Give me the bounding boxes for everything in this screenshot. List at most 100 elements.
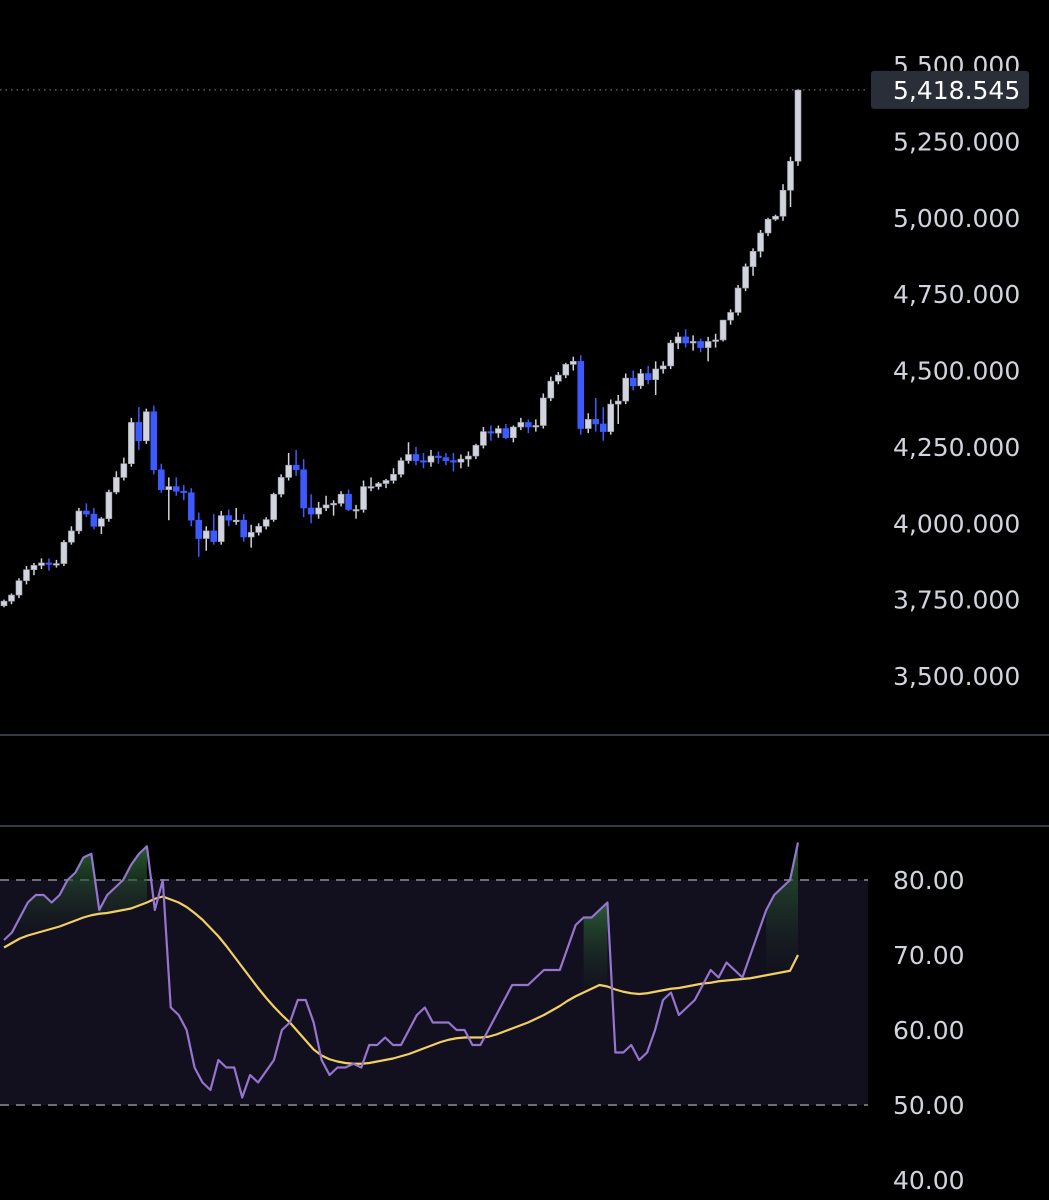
candle-body: [442, 457, 450, 461]
candle-body: [195, 519, 203, 539]
candle: [532, 419, 540, 432]
candle-body: [652, 368, 659, 380]
candle-body: [420, 460, 427, 463]
candle: [442, 452, 450, 466]
candle: [457, 454, 465, 469]
candle: [240, 514, 247, 542]
candle: [300, 459, 307, 518]
candle-body: [232, 519, 240, 522]
candle-body: [270, 493, 277, 520]
candle-body: [510, 426, 517, 439]
candle-body: [120, 463, 128, 478]
candle: [120, 457, 128, 481]
candle: [15, 578, 23, 599]
candle-body: [734, 287, 742, 313]
candle: [614, 394, 622, 424]
candle-body: [255, 526, 262, 533]
overbought-fill: [583, 902, 608, 993]
candle: [367, 477, 375, 492]
price-axis-tick: 3,500.000: [893, 662, 1020, 691]
candle: [277, 474, 285, 498]
candle: [390, 468, 397, 484]
candle: [555, 372, 562, 385]
candle-body: [330, 503, 337, 506]
candle-body: [225, 515, 233, 521]
candle: [659, 361, 667, 374]
candle-body: [360, 486, 367, 510]
candle: [599, 407, 607, 441]
candle-body: [412, 454, 420, 461]
candle: [517, 417, 525, 431]
candle: [794, 89, 802, 166]
candle: [285, 452, 292, 481]
candle: [307, 494, 315, 524]
candle-body: [345, 493, 352, 510]
candle-body: [599, 423, 607, 432]
candle: [23, 566, 30, 585]
rsi-pane[interactable]: 40.00 50.00 60.00 70.00 80.00: [0, 825, 1049, 1195]
candle: [270, 492, 277, 522]
candle-body: [742, 266, 749, 289]
candle-body: [495, 428, 502, 434]
candle: [60, 540, 68, 567]
candle-body: [105, 491, 113, 519]
candle-body: [697, 341, 704, 348]
rsi-axis-tick: 60.00: [893, 1016, 965, 1045]
candle-body: [480, 431, 487, 446]
candle-body: [704, 341, 712, 348]
candle-body: [749, 251, 757, 267]
candle: [495, 425, 502, 438]
candle: [652, 361, 659, 395]
candle: [180, 485, 188, 501]
candle-body: [158, 469, 165, 490]
candle-body: [547, 380, 555, 399]
candle: [510, 425, 517, 443]
candle: [487, 425, 495, 441]
price-axis-tick: 4,000.000: [893, 509, 1020, 538]
candle-body: [592, 419, 600, 425]
candle-body: [150, 411, 158, 471]
candle: [719, 319, 727, 342]
rsi-axis-tick: 50.00: [893, 1091, 965, 1120]
overbought-fill: [766, 842, 798, 976]
candle-body: [15, 580, 23, 596]
candle-body: [8, 594, 15, 602]
candle-body: [285, 464, 292, 478]
price-axis-tick: 4,750.000: [893, 280, 1020, 309]
candle-body: [719, 319, 727, 341]
candle: [420, 452, 427, 469]
candle-body: [772, 215, 779, 220]
candle: [427, 449, 435, 467]
candle: [202, 526, 210, 551]
candle: [405, 442, 412, 464]
candle-body: [53, 563, 60, 566]
candle: [255, 523, 262, 536]
candle: [779, 184, 787, 221]
candle: [584, 413, 592, 434]
candle-body: [794, 89, 802, 162]
candle-body: [629, 377, 637, 387]
candle-body: [577, 361, 585, 429]
candle-body: [30, 565, 38, 570]
price-pane[interactable]: 3,500.000 3,750.000 4,000.000 4,250.000 4,50…: [0, 51, 1029, 691]
candle-body: [622, 377, 630, 402]
candle: [704, 336, 712, 362]
candle: [38, 558, 45, 570]
candle: [540, 393, 547, 429]
candle: [30, 562, 38, 576]
candle: [232, 507, 240, 525]
candle-body: [113, 477, 120, 493]
candle: [0, 599, 8, 608]
candle: [315, 501, 322, 519]
candle-body: [727, 312, 734, 321]
candle: [247, 524, 255, 548]
candle-body: [614, 400, 622, 405]
last-price-tag: [871, 70, 1029, 109]
candle: [345, 489, 352, 512]
candle: [187, 488, 195, 527]
candle: [375, 482, 382, 490]
candle-body: [210, 530, 218, 542]
rsi-band-background: [0, 880, 868, 1105]
candle-body: [307, 507, 315, 515]
